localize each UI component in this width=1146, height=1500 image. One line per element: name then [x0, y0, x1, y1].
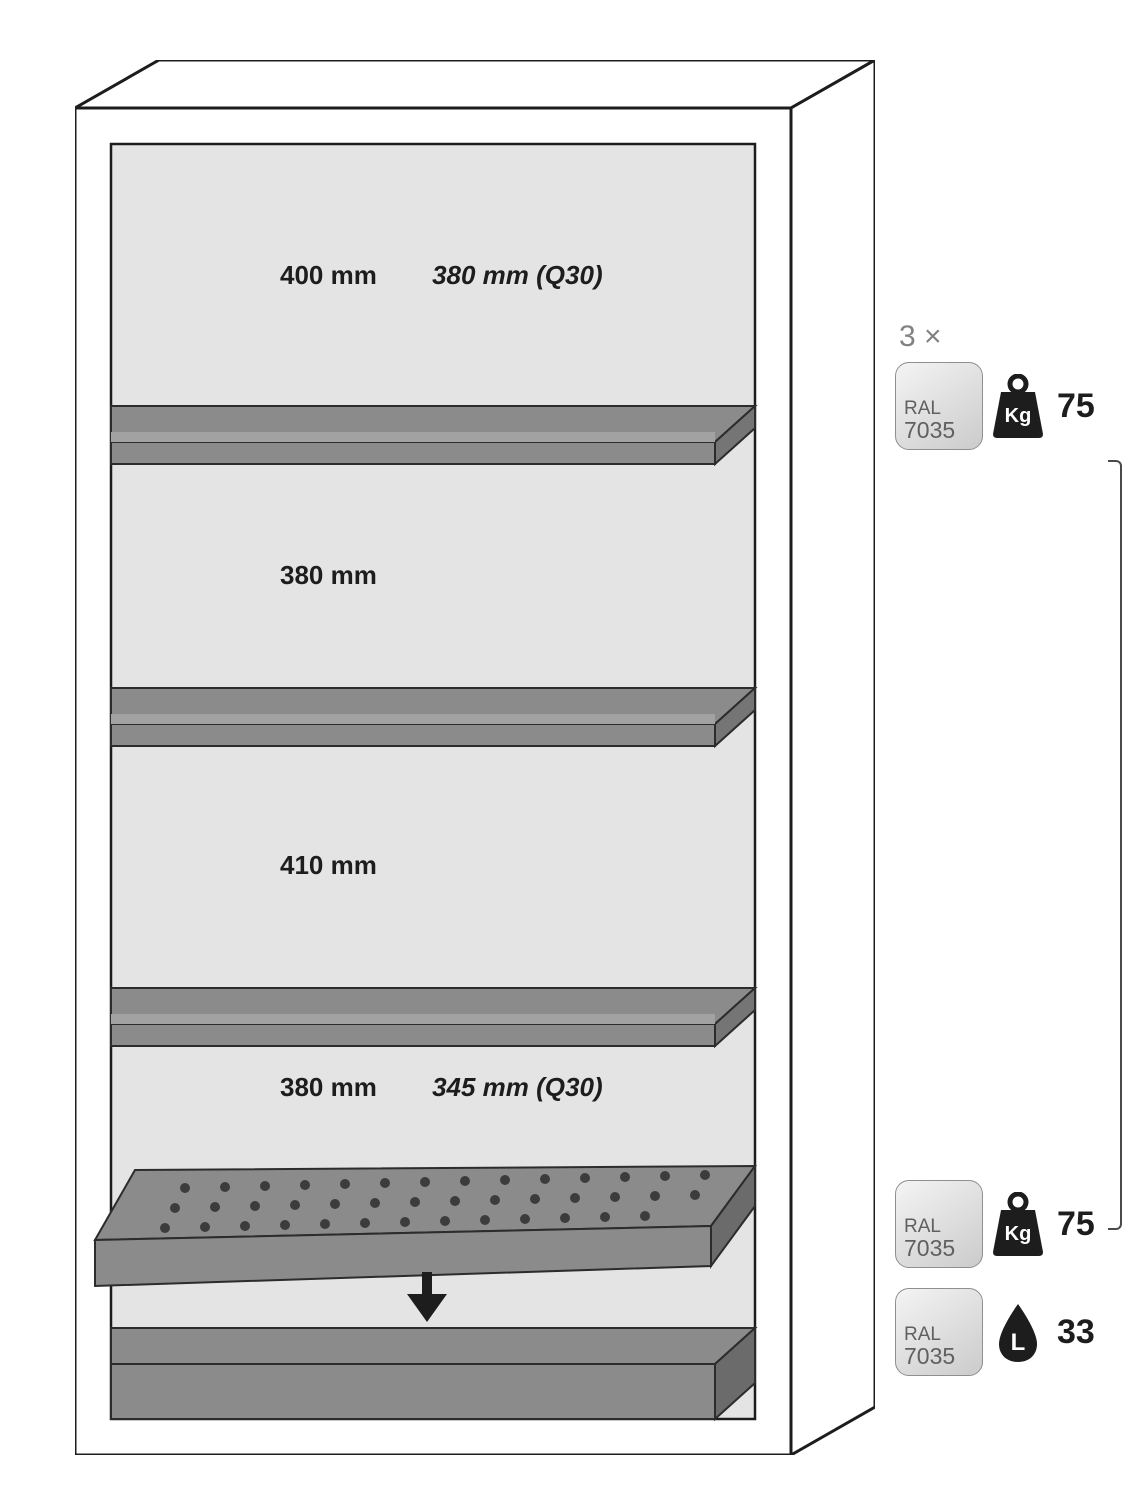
compartment-4-dim: 380 mm 345 mm (Q30): [280, 1072, 603, 1103]
dim-value-4: 380 mm: [280, 1072, 377, 1102]
dim-value-3: 410 mm: [280, 850, 377, 880]
spec-perf-tray: RAL 7035 Kg 75: [895, 1180, 1095, 1268]
dim-value-2: 380 mm: [280, 560, 377, 590]
ral-code: 7035: [904, 1236, 955, 1261]
weight-kg-icon: Kg: [991, 374, 1045, 438]
svg-text:Kg: Kg: [1005, 1223, 1032, 1245]
dim-alt-4: 345 mm (Q30): [432, 1072, 603, 1102]
spec-perf-tray-row: RAL 7035 Kg 75: [895, 1180, 1095, 1268]
ral-chip-sump: RAL 7035: [895, 1288, 983, 1376]
liquid-drop-icon: L: [991, 1300, 1045, 1364]
spec-perf-tray-value: 75: [1057, 1205, 1095, 1244]
dim-value-1: 400 mm: [280, 260, 377, 290]
spec-shelves: 3 × RAL 7035 Kg 75: [895, 320, 1095, 450]
weight-kg-icon: Kg: [991, 1192, 1045, 1256]
cabinet-spec-diagram: 400 mm 380 mm (Q30) 380 mm 410 mm 380 mm…: [0, 0, 1146, 1500]
ral-chip-tray: RAL 7035: [895, 1180, 983, 1268]
spec-sump-value: 33: [1057, 1313, 1095, 1352]
dim-alt-1: 380 mm (Q30): [432, 260, 603, 290]
compartment-2-dim: 380 mm: [280, 560, 425, 591]
ral-label: RAL: [904, 1217, 941, 1236]
ral-label: RAL: [904, 1325, 941, 1344]
compartment-1-dim: 400 mm 380 mm (Q30): [280, 260, 603, 291]
ral-code: 7035: [904, 418, 955, 443]
spec-sump: RAL 7035 L 33: [895, 1288, 1095, 1376]
svg-text:L: L: [1011, 1329, 1026, 1356]
ral-chip-shelves: RAL 7035: [895, 362, 983, 450]
ral-label: RAL: [904, 399, 941, 418]
spec-shelves-value: 75: [1057, 387, 1095, 426]
compartment-3-dim: 410 mm: [280, 850, 425, 881]
ral-code: 7035: [904, 1344, 955, 1369]
spec-shelves-qty: 3 ×: [895, 320, 942, 354]
svg-text:Kg: Kg: [1005, 405, 1032, 427]
spec-shelves-row: RAL 7035 Kg 75: [895, 362, 1095, 450]
spec-sump-row: RAL 7035 L 33: [895, 1288, 1095, 1376]
bracket-shelves-to-tray: [1108, 460, 1122, 1230]
